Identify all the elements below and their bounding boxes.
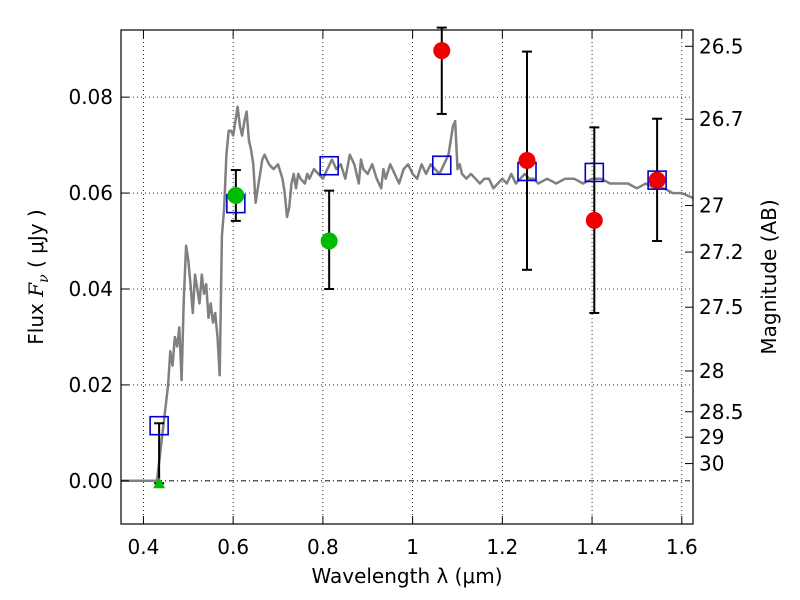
y-axis-label-prefix: Flux	[24, 297, 48, 345]
y-tick-label: 0.02	[68, 373, 113, 397]
model-photometry-point	[319, 155, 339, 176]
magnitude-tick-label: 27	[699, 194, 724, 218]
x-tick-label: 0.6	[217, 535, 249, 559]
observed-point-red	[518, 151, 536, 169]
model-photometry-point	[647, 170, 667, 190]
x-tick-label: 1	[406, 535, 419, 559]
model-spectrum-line	[121, 105, 694, 483]
upper-limit-marker	[153, 477, 166, 489]
ticks: 0.4 0.6 0.8 1 1.2 1.4 1.6 0.00 0.02 0.04 0.06 0.08 2…	[68, 30, 744, 559]
magnitude-tick-label: 30	[699, 452, 724, 476]
x-tick-label: 1.6	[666, 535, 698, 559]
magnitude-tick-label: 26.5	[699, 34, 744, 58]
x-tick-label: 1.4	[576, 535, 608, 559]
y-axis-label-unit: ( μJy )	[24, 209, 48, 274]
y-tick-label: 0.00	[68, 469, 113, 493]
magnitude-tick-label: 28	[699, 359, 724, 383]
observed-point-green	[227, 186, 245, 204]
y-tick-label: 0.06	[68, 181, 113, 205]
observed-point-green	[320, 232, 338, 250]
y-axis-label-left: Flux Fν ( μJy )	[24, 209, 52, 344]
y-tick-label: 0.08	[68, 85, 113, 109]
x-tick-label: 1.2	[486, 535, 518, 559]
y-axis-label-symbol: F	[24, 282, 48, 298]
magnitude-tick-label: 27.5	[699, 295, 744, 319]
magnitude-tick-label: 26.7	[699, 107, 744, 131]
observed-point-red	[433, 42, 451, 60]
x-axis-label: Wavelength λ (μm)	[311, 564, 502, 588]
y-axis-label-right: Magnitude (AB)	[757, 199, 781, 354]
model-photometry-point	[584, 162, 605, 183]
magnitude-tick-label: 29	[699, 425, 724, 449]
y-tick-label: 0.04	[68, 277, 113, 301]
grid	[121, 30, 693, 524]
observed-point-red	[648, 171, 666, 189]
x-tick-label: 0.8	[307, 535, 339, 559]
model-photometry-point	[149, 415, 169, 436]
observed-point-red	[585, 211, 603, 229]
magnitude-tick-label: 27.2	[699, 240, 744, 264]
y-axis-label-subscript: ν	[36, 274, 52, 283]
magnitude-tick-label: 28.5	[699, 400, 744, 424]
x-tick-label: 0.4	[128, 535, 160, 559]
axes-frame	[120, 29, 694, 525]
plot-area	[121, 26, 694, 489]
model-photometry-point	[431, 155, 452, 176]
